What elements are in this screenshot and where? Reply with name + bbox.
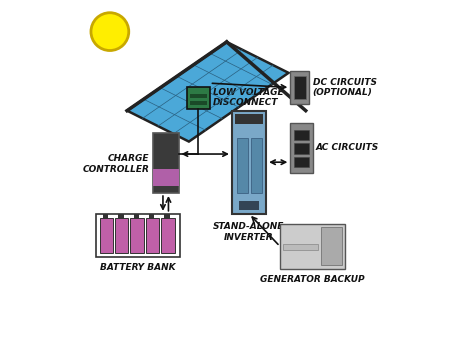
- FancyBboxPatch shape: [290, 123, 312, 172]
- FancyBboxPatch shape: [321, 227, 342, 265]
- FancyBboxPatch shape: [164, 215, 170, 218]
- FancyBboxPatch shape: [96, 214, 180, 257]
- Text: CHARGE
CONTROLLER: CHARGE CONTROLLER: [82, 154, 149, 174]
- FancyBboxPatch shape: [239, 201, 259, 210]
- Text: STAND-ALONE
INVERTER: STAND-ALONE INVERTER: [213, 222, 285, 242]
- FancyBboxPatch shape: [118, 215, 124, 218]
- FancyBboxPatch shape: [187, 87, 210, 109]
- FancyBboxPatch shape: [162, 218, 175, 253]
- FancyBboxPatch shape: [294, 76, 306, 99]
- FancyBboxPatch shape: [294, 130, 309, 140]
- Text: DC CIRCUITS
(OPTIONAL): DC CIRCUITS (OPTIONAL): [312, 78, 377, 97]
- FancyBboxPatch shape: [294, 157, 309, 167]
- FancyBboxPatch shape: [153, 133, 179, 193]
- Text: LOW VOLTAGE
DISCONNECT: LOW VOLTAGE DISCONNECT: [213, 88, 283, 107]
- FancyBboxPatch shape: [280, 224, 345, 269]
- Text: GENERATOR BACKUP: GENERATOR BACKUP: [260, 275, 365, 284]
- FancyBboxPatch shape: [190, 101, 207, 106]
- FancyBboxPatch shape: [134, 215, 139, 218]
- FancyBboxPatch shape: [283, 244, 318, 250]
- FancyBboxPatch shape: [100, 218, 113, 253]
- FancyBboxPatch shape: [235, 114, 263, 125]
- FancyBboxPatch shape: [146, 218, 159, 253]
- FancyBboxPatch shape: [153, 169, 179, 186]
- FancyBboxPatch shape: [149, 215, 155, 218]
- Text: AC CIRCUITS: AC CIRCUITS: [316, 143, 379, 152]
- FancyBboxPatch shape: [294, 143, 309, 154]
- FancyBboxPatch shape: [103, 215, 108, 218]
- Circle shape: [91, 13, 129, 50]
- FancyBboxPatch shape: [290, 71, 309, 104]
- FancyBboxPatch shape: [190, 94, 207, 98]
- FancyBboxPatch shape: [251, 138, 262, 193]
- Text: BATTERY BANK: BATTERY BANK: [100, 263, 175, 272]
- Polygon shape: [127, 42, 289, 141]
- FancyBboxPatch shape: [115, 218, 128, 253]
- FancyBboxPatch shape: [237, 138, 248, 193]
- FancyBboxPatch shape: [232, 111, 266, 214]
- FancyBboxPatch shape: [130, 218, 144, 253]
